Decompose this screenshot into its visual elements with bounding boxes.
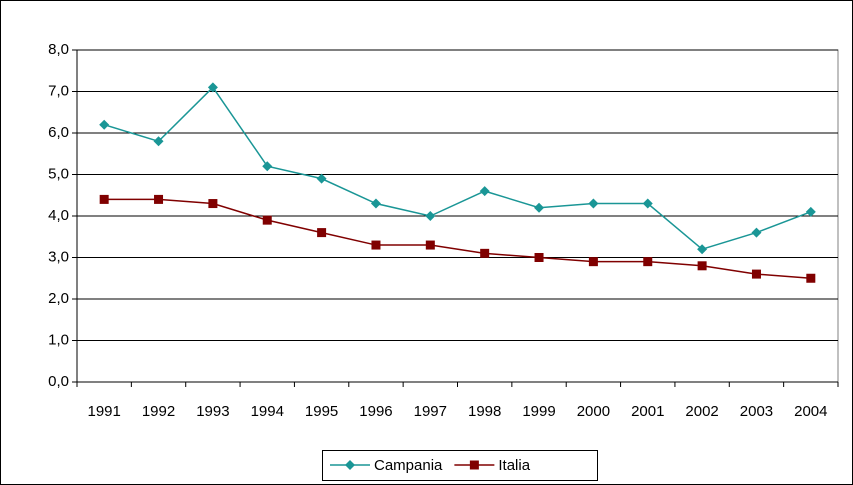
- marker: [479, 186, 490, 197]
- y-tick-label: 1,0: [48, 331, 69, 348]
- marker: [534, 253, 544, 262]
- marker: [207, 82, 218, 93]
- marker: [154, 194, 164, 204]
- y-tick-label: 2,0: [48, 290, 69, 307]
- y-tick-label: 0,0: [48, 373, 69, 390]
- marker: [99, 194, 109, 204]
- legend-marker: [345, 460, 355, 470]
- y-tick-label: 6,0: [48, 124, 69, 141]
- legend-label: Italia: [498, 457, 530, 474]
- marker: [588, 198, 599, 209]
- marker: [480, 248, 490, 258]
- x-tick-label: 2000: [577, 403, 610, 420]
- x-tick-label: 1991: [87, 403, 120, 420]
- marker: [534, 202, 545, 213]
- y-tick-label: 4,0: [48, 207, 69, 224]
- x-tick-label: 2003: [740, 403, 773, 420]
- marker: [208, 199, 218, 209]
- x-tick-label: 1997: [414, 403, 447, 420]
- marker: [751, 269, 761, 279]
- x-tick-label: 1993: [196, 403, 229, 420]
- x-tick-label: 1992: [142, 403, 175, 420]
- marker: [425, 240, 435, 250]
- marker: [588, 257, 598, 267]
- marker: [317, 228, 327, 238]
- marker: [806, 273, 816, 283]
- marker: [751, 227, 762, 238]
- marker: [316, 173, 327, 184]
- series-line: [104, 198, 811, 279]
- marker: [697, 244, 708, 255]
- marker: [697, 261, 707, 271]
- x-tick-label: 1996: [359, 403, 392, 420]
- marker: [425, 211, 436, 221]
- y-tick-label: 3,0: [48, 248, 69, 265]
- legend-marker: [469, 460, 479, 470]
- series-line: [103, 86, 812, 251]
- x-tick-label: 2002: [685, 403, 718, 420]
- y-tick-label: 5,0: [48, 165, 69, 182]
- x-tick-label: 2001: [631, 403, 664, 420]
- y-tick-label: 7,0: [48, 82, 69, 99]
- x-tick-label: 1999: [522, 403, 555, 420]
- marker: [262, 215, 272, 225]
- marker: [642, 198, 653, 209]
- marker: [643, 257, 653, 267]
- x-tick-label: 1994: [251, 403, 284, 420]
- marker: [805, 206, 816, 217]
- y-tick-label: 8,0: [48, 41, 69, 58]
- marker: [262, 161, 273, 172]
- x-tick-label: 2004: [794, 403, 827, 420]
- legend-label: Campania: [374, 457, 443, 474]
- marker: [153, 136, 164, 147]
- marker: [371, 240, 381, 250]
- x-tick-label: 1995: [305, 403, 338, 420]
- marker: [99, 119, 110, 130]
- x-tick-label: 1998: [468, 403, 501, 420]
- marker: [370, 198, 381, 209]
